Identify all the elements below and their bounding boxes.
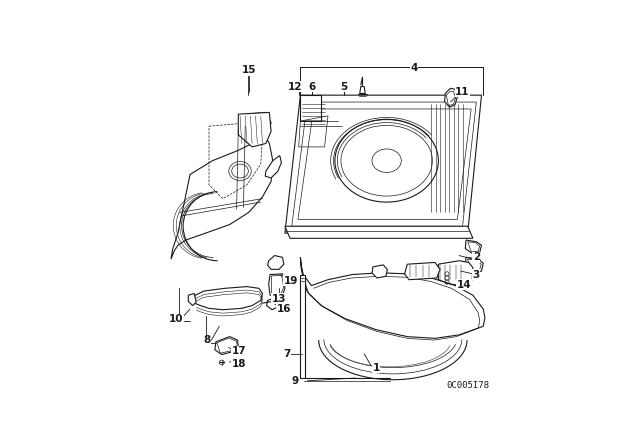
Text: 4: 4 — [410, 63, 418, 73]
Text: 3: 3 — [473, 270, 480, 280]
Polygon shape — [188, 293, 196, 306]
Polygon shape — [265, 155, 282, 178]
Polygon shape — [404, 263, 440, 280]
Text: 10: 10 — [169, 314, 184, 324]
Text: 16: 16 — [277, 304, 291, 314]
Text: 17: 17 — [232, 346, 246, 357]
Polygon shape — [267, 298, 279, 310]
Text: 2: 2 — [473, 252, 480, 262]
Polygon shape — [438, 261, 473, 285]
Polygon shape — [269, 274, 285, 295]
Polygon shape — [465, 240, 481, 254]
Polygon shape — [238, 112, 271, 147]
Text: 19: 19 — [284, 276, 298, 286]
Polygon shape — [215, 336, 238, 354]
Text: 0C005I78: 0C005I78 — [447, 381, 490, 390]
Polygon shape — [372, 265, 387, 278]
Polygon shape — [465, 257, 483, 273]
Text: 14: 14 — [457, 280, 472, 290]
Text: 5: 5 — [340, 82, 347, 91]
Text: 13: 13 — [272, 294, 286, 304]
Text: 9: 9 — [292, 376, 299, 386]
Polygon shape — [171, 112, 273, 259]
Polygon shape — [300, 95, 321, 121]
Polygon shape — [300, 257, 485, 338]
Text: 8: 8 — [204, 335, 211, 345]
Text: 11: 11 — [455, 87, 470, 97]
Text: 1: 1 — [372, 363, 380, 373]
Text: 15: 15 — [241, 65, 256, 75]
Polygon shape — [360, 86, 365, 94]
Text: 18: 18 — [232, 358, 246, 369]
Polygon shape — [300, 275, 305, 378]
Polygon shape — [268, 255, 284, 269]
Text: 7: 7 — [283, 349, 291, 359]
Polygon shape — [285, 95, 481, 233]
Text: 6: 6 — [309, 82, 316, 91]
Polygon shape — [285, 226, 473, 238]
Text: 12: 12 — [288, 82, 303, 91]
Polygon shape — [445, 88, 458, 107]
Polygon shape — [192, 287, 262, 310]
